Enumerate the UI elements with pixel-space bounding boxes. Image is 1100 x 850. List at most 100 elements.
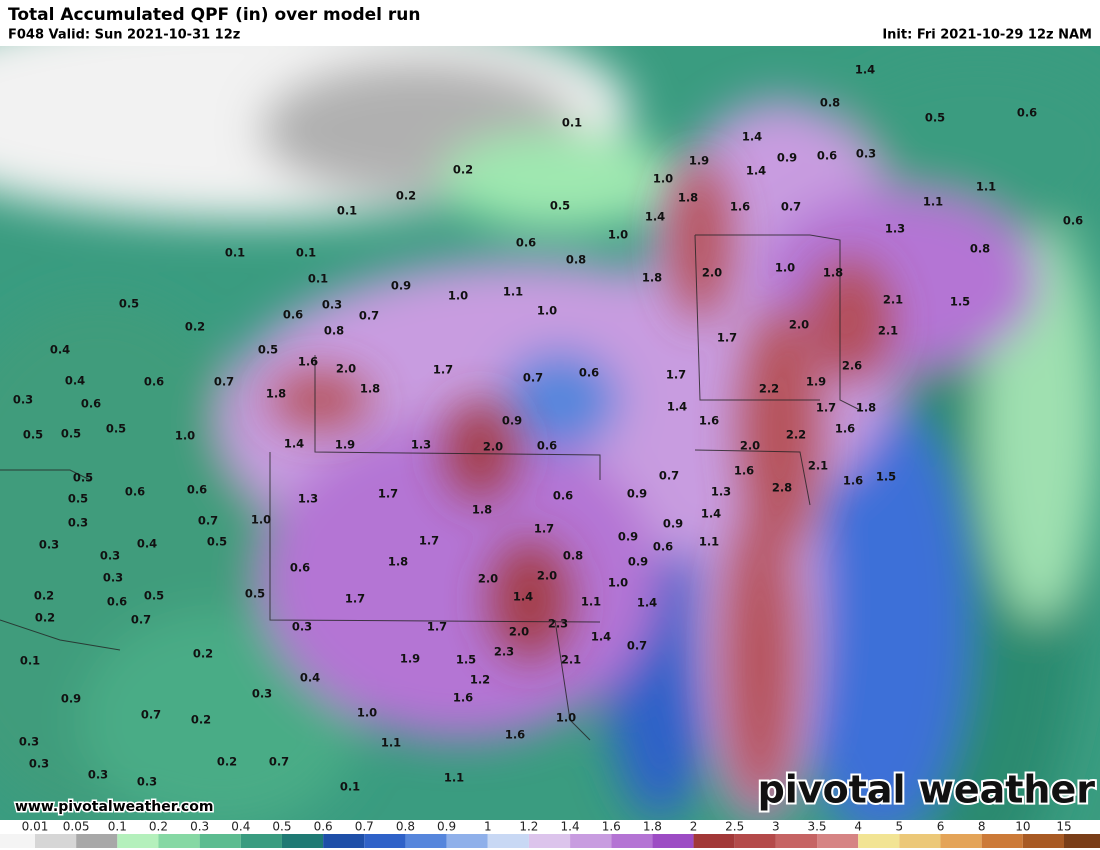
value-label: 1.0	[556, 711, 576, 725]
value-label: 1.8	[823, 266, 843, 280]
colorbar-swatch	[323, 834, 365, 848]
value-label: 0.5	[119, 297, 139, 311]
value-label: 0.5	[68, 492, 88, 506]
value-label: 2.0	[537, 569, 557, 583]
colorbar-label: 10	[1015, 820, 1030, 834]
value-label: 0.1	[308, 272, 328, 286]
value-label: 1.3	[885, 222, 905, 236]
value-label: 0.4	[65, 374, 85, 388]
colorbar-label: 0.2	[149, 820, 168, 834]
value-label: 0.5	[207, 535, 227, 549]
colorbar-swatch	[117, 834, 159, 848]
value-label: 1.6	[298, 355, 318, 369]
value-label: 1.7	[433, 363, 453, 377]
colorbar-swatch	[899, 834, 941, 848]
colorbar: 0.01 0.05 0.1 0.2 0.3 0.4 0.5 0.6 0.7 0.8 0.9 1 1.2 1…	[0, 820, 1100, 850]
value-label: 1.1	[699, 535, 719, 549]
value-label: 0.9	[618, 530, 638, 544]
value-label: 0.6	[537, 439, 557, 453]
value-label: 1.7	[717, 331, 737, 345]
colorbar-label: 15	[1056, 820, 1071, 834]
colorbar-swatch	[1064, 834, 1100, 848]
value-label: 1.8	[472, 503, 492, 517]
value-label: 0.9	[502, 414, 522, 428]
colorbar-swatch	[364, 834, 406, 848]
value-label: 0.3	[100, 549, 120, 563]
value-label: 1.4	[513, 590, 533, 604]
colorbar-label: 0.3	[190, 820, 209, 834]
value-label: 0.7	[523, 371, 543, 385]
init-time: Init: Fri 2021-10-29 12z NAM	[882, 28, 1092, 43]
colorbar-swatch	[0, 834, 35, 848]
colorbar-label: 0.05	[63, 820, 90, 834]
colorbar-swatch	[775, 834, 818, 848]
value-label: 1.9	[400, 652, 420, 666]
value-label: 1.8	[856, 401, 876, 415]
value-label: 0.6	[817, 149, 837, 163]
value-label: 1.6	[734, 464, 754, 478]
value-label: 0.3	[322, 298, 342, 312]
value-label: 0.7	[781, 200, 801, 214]
value-labels: 1.40.10.80.5 0.61.41.9 0.9 0.6 0.31.40.21.00…	[13, 63, 1083, 794]
value-label: 0.4	[300, 671, 320, 685]
value-label: 1.1	[581, 595, 601, 609]
colorbar-label: 8	[978, 820, 986, 834]
value-label: 2.1	[878, 324, 898, 338]
value-label: 0.2	[453, 163, 473, 177]
value-label: 2.8	[772, 481, 792, 495]
value-label: 0.7	[269, 755, 289, 769]
title: Total Accumulated QPF (in) over model ru…	[8, 5, 420, 25]
colorbar-label: 1.4	[561, 820, 580, 834]
colorbar-label: 0.7	[355, 820, 374, 834]
value-label: 2.0	[478, 572, 498, 586]
value-label: 0.7	[214, 375, 234, 389]
value-label: 1.7	[419, 534, 439, 548]
value-label: 0.5	[106, 422, 126, 436]
value-label: 1.7	[427, 620, 447, 634]
value-label: 1.8	[388, 555, 408, 569]
colorbar-label: 1	[484, 820, 492, 834]
value-label: 1.3	[298, 492, 318, 506]
colorbar-label: 4	[854, 820, 862, 834]
value-label: 2.0	[483, 440, 503, 454]
colorbar-swatch	[487, 834, 529, 848]
value-label: 1.7	[345, 592, 365, 606]
value-label: 2.0	[702, 266, 722, 280]
value-label: 0.1	[20, 654, 40, 668]
value-label: 1.6	[699, 414, 719, 428]
value-label: 2.3	[548, 617, 568, 631]
value-label: 1.0	[653, 172, 673, 186]
value-label: 0.2	[396, 189, 416, 203]
value-label: 2.1	[561, 653, 581, 667]
value-label: 0.3	[103, 571, 123, 585]
colorbar-label: 1.2	[519, 820, 538, 834]
value-label: 2.1	[808, 459, 828, 473]
colorbar-swatch	[611, 834, 653, 848]
value-label: 2.6	[842, 359, 862, 373]
value-label: 0.6	[125, 485, 145, 499]
colorbar-swatch	[940, 834, 982, 848]
colorbar-swatch	[1022, 834, 1064, 848]
value-label: 0.7	[659, 469, 679, 483]
colorbar-label: 5	[896, 820, 904, 834]
colorbar-swatch	[693, 834, 735, 848]
value-label: 0.7	[198, 514, 218, 528]
value-label: 0.2	[34, 589, 54, 603]
value-label: 0.3	[68, 516, 88, 530]
value-label: 1.6	[453, 691, 473, 705]
value-label: 0.6	[653, 540, 673, 554]
value-label: 0.5	[245, 587, 265, 601]
value-label: 0.1	[225, 246, 245, 260]
value-label: 0.3	[39, 538, 59, 552]
value-label: 0.6	[107, 595, 127, 609]
colorbar-label: 0.01	[22, 820, 49, 834]
value-label: 0.3	[856, 147, 876, 161]
value-label: 0.6	[579, 366, 599, 380]
colorbar-label: 0.8	[396, 820, 415, 834]
value-label: 2.0	[789, 318, 809, 332]
value-label: 1.6	[505, 728, 525, 742]
colorbar-label: 0.9	[437, 820, 456, 834]
value-label: 0.5	[550, 199, 570, 213]
